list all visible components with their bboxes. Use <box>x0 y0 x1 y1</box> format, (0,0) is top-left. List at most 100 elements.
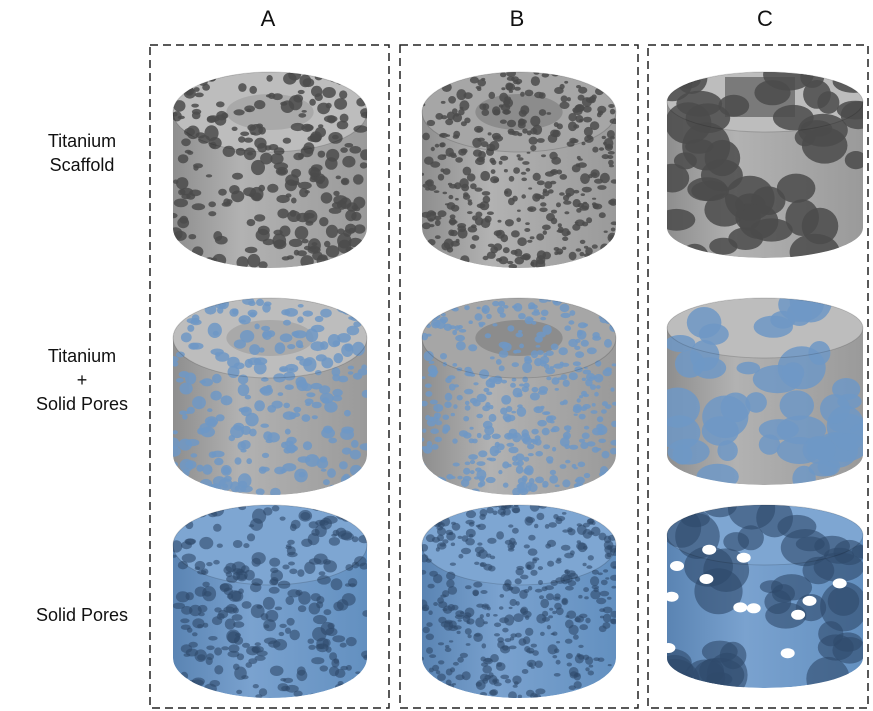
pore <box>610 575 619 581</box>
pore <box>421 607 429 611</box>
pore <box>195 93 204 98</box>
pore <box>504 96 511 101</box>
pore <box>423 627 430 634</box>
pore <box>281 100 294 113</box>
pore <box>575 351 584 358</box>
pore <box>319 385 330 394</box>
pore <box>360 162 368 168</box>
pore <box>535 661 543 668</box>
pore <box>510 544 515 548</box>
pore <box>462 535 469 542</box>
pore <box>180 672 188 680</box>
pore <box>256 299 264 306</box>
pore <box>192 203 205 210</box>
pore <box>310 131 322 142</box>
pore <box>547 561 554 567</box>
pore <box>420 657 424 661</box>
pore <box>463 74 467 77</box>
pore <box>190 453 197 457</box>
pore <box>498 301 505 307</box>
pore <box>583 563 587 567</box>
pore <box>472 235 480 241</box>
pore <box>340 197 352 209</box>
pore <box>259 688 267 696</box>
pore <box>323 639 331 647</box>
pore <box>550 181 556 185</box>
pore <box>448 586 457 595</box>
pore <box>606 676 613 684</box>
pore <box>254 400 265 411</box>
pore <box>452 330 457 335</box>
pore <box>510 633 517 637</box>
pore <box>297 569 304 577</box>
pore <box>312 415 318 419</box>
pore <box>312 251 323 260</box>
pore <box>469 438 475 443</box>
pore <box>185 373 196 385</box>
cylinder-render <box>167 293 372 497</box>
pore <box>504 433 514 440</box>
pore <box>335 669 346 678</box>
pore <box>340 643 347 648</box>
pore <box>279 366 288 372</box>
pore <box>347 302 359 311</box>
pore <box>833 70 873 93</box>
pore <box>430 428 439 434</box>
pore <box>261 613 269 620</box>
pore <box>428 218 434 221</box>
pore <box>584 426 589 430</box>
pore <box>169 213 178 218</box>
pore <box>236 569 244 575</box>
pore <box>608 160 614 166</box>
pore <box>249 86 257 94</box>
pore <box>297 666 306 675</box>
cylinder-body <box>169 68 372 269</box>
pore <box>183 469 190 477</box>
pore <box>609 235 614 240</box>
pore <box>556 202 561 207</box>
pore <box>309 99 316 106</box>
pore <box>263 431 272 440</box>
pore <box>295 226 309 240</box>
pore <box>461 148 468 153</box>
pore <box>438 477 446 485</box>
pore <box>546 112 551 115</box>
pore <box>610 109 615 115</box>
pore <box>610 618 617 624</box>
pore <box>496 359 502 365</box>
cylinder-body <box>652 59 873 271</box>
pore <box>486 148 494 156</box>
pore <box>449 195 454 199</box>
pore <box>512 456 518 462</box>
pore <box>207 419 217 428</box>
pore <box>513 388 523 398</box>
pore <box>597 185 606 190</box>
pore <box>588 555 594 560</box>
pore <box>256 124 263 129</box>
pore <box>604 246 613 253</box>
pore <box>500 408 507 415</box>
pore <box>213 560 220 565</box>
pore <box>522 362 532 373</box>
pore <box>437 309 444 313</box>
pore <box>564 211 569 214</box>
pore <box>333 690 339 695</box>
pore <box>492 434 501 440</box>
pore <box>610 448 617 455</box>
pore <box>497 306 504 314</box>
pore <box>562 237 568 241</box>
pore <box>473 382 478 385</box>
pore <box>176 177 188 189</box>
pore <box>221 646 229 650</box>
pore <box>465 405 471 411</box>
pore <box>441 242 450 250</box>
pore <box>499 342 509 348</box>
pore <box>554 673 561 677</box>
pore <box>598 254 604 259</box>
pore <box>520 92 525 97</box>
pore <box>420 251 430 258</box>
pore <box>517 407 527 417</box>
pore <box>246 458 252 464</box>
pore <box>478 482 483 487</box>
pore <box>449 220 458 225</box>
